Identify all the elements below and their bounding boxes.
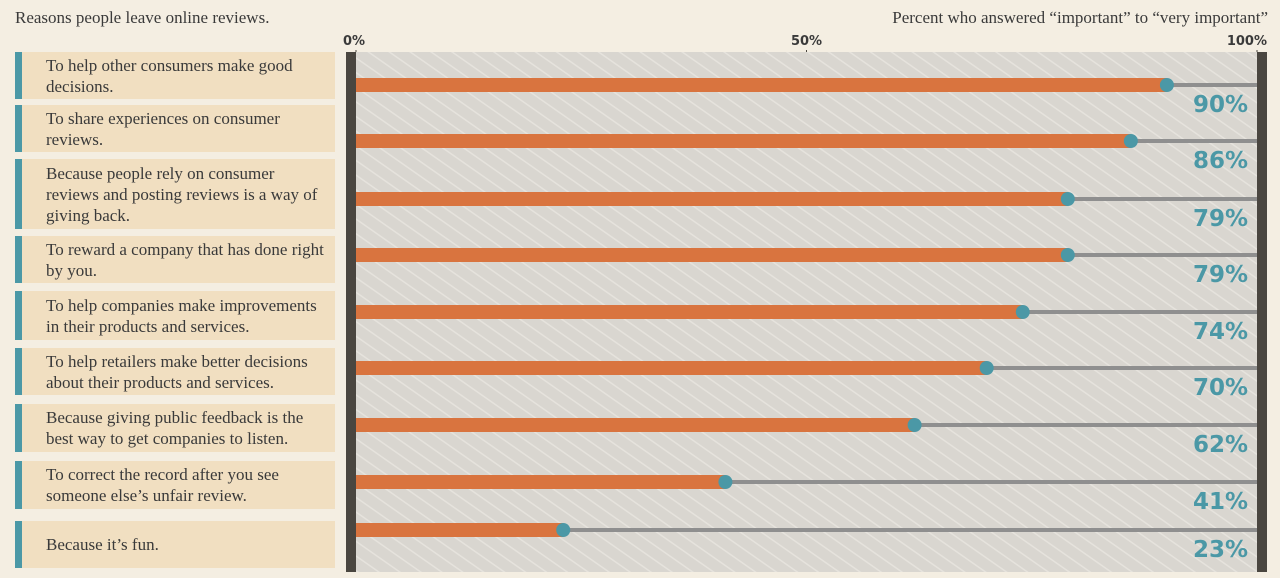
x-tick-label: 50%	[791, 34, 822, 49]
value-label: 70%	[1193, 375, 1248, 401]
bar	[356, 361, 987, 375]
chart-title: Reasons people leave online reviews.	[15, 8, 270, 27]
x-tick-label: 100%	[1227, 34, 1267, 49]
value-label: 62%	[1193, 432, 1248, 458]
bar-end-marker	[718, 475, 733, 489]
value-label: 79%	[1193, 206, 1248, 232]
bar-end-marker	[556, 523, 571, 537]
bar	[356, 305, 1023, 319]
value-label: 74%	[1193, 319, 1248, 345]
category-label: To help other consumers make good decisi…	[15, 52, 335, 99]
value-label: 79%	[1193, 262, 1248, 288]
category-label: To help retailers make better decisions …	[15, 348, 335, 395]
value-label: 23%	[1193, 537, 1248, 563]
bar-end-marker	[1060, 248, 1075, 262]
category-label: Because people rely on consumer reviews …	[15, 159, 335, 229]
bar	[356, 475, 726, 489]
category-label: Because giving public feedback is the be…	[15, 404, 335, 452]
value-label: 41%	[1193, 489, 1248, 515]
bar	[356, 134, 1131, 148]
bar-end-marker	[1159, 78, 1174, 92]
axis-border	[1257, 52, 1267, 572]
bar	[356, 248, 1068, 262]
category-label: To share experiences on consumer reviews…	[15, 105, 335, 152]
x-tick-label: 0%	[343, 34, 365, 49]
bar	[356, 418, 915, 432]
category-label: Because it’s fun.	[15, 521, 335, 568]
bar-end-marker	[1123, 134, 1138, 148]
axis-label: Percent who answered “important” to “ver…	[892, 8, 1268, 27]
value-label: 86%	[1193, 148, 1248, 174]
category-label: To correct the record after you see some…	[15, 461, 335, 509]
bar-end-marker	[979, 361, 994, 375]
bar	[356, 523, 564, 537]
bar-end-marker	[907, 418, 922, 432]
category-label: To help companies make improvements in t…	[15, 291, 335, 340]
bar-end-marker	[1015, 305, 1030, 319]
bar	[356, 192, 1068, 206]
bar-end-marker	[1060, 192, 1075, 206]
value-label: 90%	[1193, 92, 1248, 118]
bar	[356, 78, 1167, 92]
category-label: To reward a company that has done right …	[15, 236, 335, 283]
axis-border	[346, 52, 356, 572]
